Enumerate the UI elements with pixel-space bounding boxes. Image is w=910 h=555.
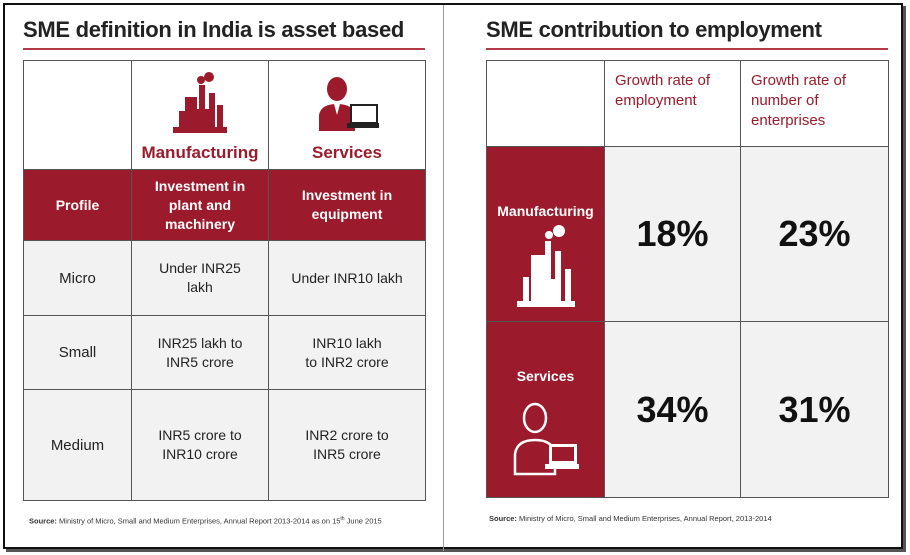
source-superscript: th (340, 516, 345, 522)
source-label: Source: (489, 514, 517, 523)
row-manufacturing: Manufacturing (486, 146, 605, 322)
services-cell: INR2 crore to INR5 crore (268, 389, 426, 501)
factory-icon (513, 225, 579, 314)
enterprise-growth-value: 31% (740, 321, 889, 498)
table-row: Micro Under INR25 lakh Under INR10 lakh (23, 240, 426, 316)
header-manufacturing: Manufacturing (131, 60, 269, 170)
table-row: Medium INR5 crore to INR10 crore INR2 cr… (23, 389, 426, 501)
left-source-note: Source: Ministry of Micro, Small and Med… (29, 513, 419, 528)
profile-cell: Micro (23, 240, 132, 316)
table-row: Small INR25 lakh to INR5 crore INR10 lak… (23, 315, 426, 390)
enterprise-growth-value: 23% (740, 146, 889, 322)
source-tail: June 2015 (344, 516, 382, 526)
source-label: Source: (29, 516, 57, 526)
table-row: Services 34% 31% (486, 321, 889, 498)
right-panel-title: SME contribution to employment (486, 17, 822, 42)
header-empty-cell (23, 60, 132, 170)
header-services: Services (268, 60, 426, 170)
row-manufacturing-label: Manufacturing (497, 203, 594, 219)
manufacturing-cell: Under INR25 lakh (131, 240, 269, 316)
header-enterprise-growth: Growth rate of number of enterprises (740, 60, 889, 147)
source-text: Ministry of Micro, Small and Medium Ente… (59, 516, 341, 526)
employment-growth-value: 18% (604, 146, 741, 322)
source-text: Ministry of Micro, Small and Medium Ente… (519, 514, 772, 523)
office-worker-icon (511, 400, 581, 485)
sme-definition-table: Manufacturing Services (23, 60, 426, 501)
subheader-manufacturing: Investment in plant and machinery (131, 169, 269, 241)
services-cell: INR10 lakh to INR2 crore (268, 315, 426, 390)
manufacturing-cell: INR5 crore to INR10 crore (131, 389, 269, 501)
header-empty-cell (486, 60, 605, 147)
subheader-services: Investment in equipment (268, 169, 426, 241)
left-title-rule (23, 48, 425, 50)
office-worker-icon (315, 71, 379, 140)
employment-growth-value: 34% (604, 321, 741, 498)
header-employment-growth: Growth rate of employment (604, 60, 741, 147)
profile-cell: Small (23, 315, 132, 390)
infographic-frame: SME definition in India is asset based (3, 3, 903, 551)
profile-cell: Medium (23, 389, 132, 501)
table-row: Manufacturing (486, 146, 889, 322)
right-source-note: Source: Ministry of Micro, Small and Med… (489, 513, 889, 525)
services-cell: Under INR10 lakh (268, 240, 426, 316)
subheader-profile: Profile (23, 169, 132, 241)
header-services-label: Services (312, 143, 382, 162)
factory-icon (169, 71, 231, 140)
left-panel-title: SME definition in India is asset based (23, 17, 405, 42)
row-services-label: Services (516, 368, 575, 384)
manufacturing-cell: INR25 lakh to INR5 crore (131, 315, 269, 390)
row-services: Services (486, 321, 605, 498)
right-title-rule (486, 48, 888, 50)
panel-divider (443, 5, 444, 551)
employment-table: Growth rate of employment Growth rate of… (486, 60, 889, 498)
header-manufacturing-label: Manufacturing (141, 143, 259, 162)
